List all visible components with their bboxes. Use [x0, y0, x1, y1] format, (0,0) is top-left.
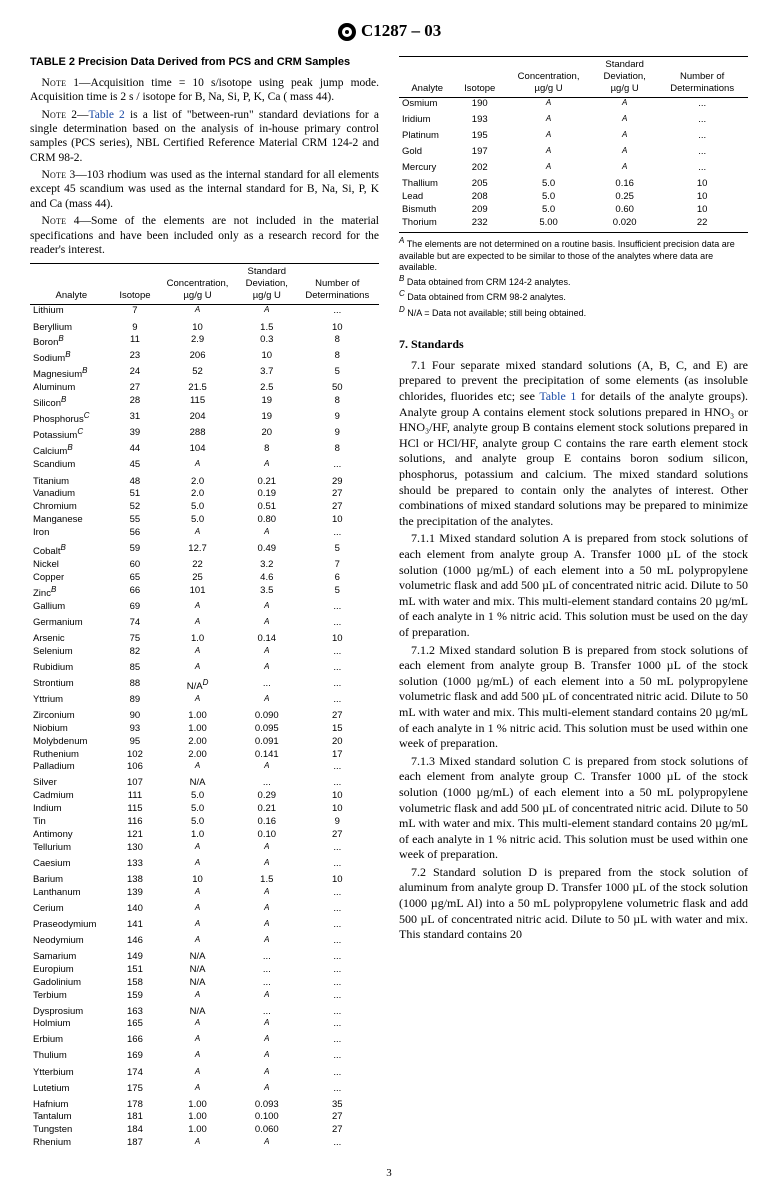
table-row: Thulium169AA... — [30, 1050, 379, 1066]
para-7-1-3: 7.1.3 Mixed standard solution C is prepa… — [399, 754, 748, 863]
table-1-link[interactable]: Table 1 — [539, 389, 576, 403]
table-row: SiliconB28115198 — [30, 395, 379, 411]
precision-table-right: Analyte Isotope Concentration,µg/g U Sta… — [399, 56, 748, 229]
table-row: Europium151N/A...... — [30, 963, 379, 976]
table-row: Ruthenium1022.000.14117 — [30, 748, 379, 761]
table-row: Platinum195AA... — [399, 130, 748, 146]
table-row: Barium138101.510 — [30, 873, 379, 886]
table-row: Gadolinium158N/A...... — [30, 976, 379, 989]
table-2-link[interactable]: Table 2 — [89, 109, 125, 121]
table-row: BoronB112.90.38 — [30, 334, 379, 350]
table-row: Ytterbium174AA... — [30, 1066, 379, 1082]
table-row: Aluminum2721.52.550 — [30, 382, 379, 395]
table-row: Yttrium89AA... — [30, 693, 379, 709]
note-2: Note 2—Table 2 is a list of "between-run… — [30, 108, 379, 166]
designation-text: C1287 – 03 — [361, 21, 441, 40]
page-header: C1287 – 03 — [30, 20, 748, 42]
table-row: Zirconium901.000.09027 — [30, 709, 379, 722]
table-row: Cerium140AA... — [30, 902, 379, 918]
table-row: Bismuth2095.00.6010 — [399, 204, 748, 217]
right-column: Analyte Isotope Concentration,µg/g U Sta… — [399, 50, 748, 1153]
table-row: Tellurium130AA... — [30, 841, 379, 857]
table-row: Lead2085.00.2510 — [399, 191, 748, 204]
para-7-1-1: 7.1.1 Mixed standard solution A is prepa… — [399, 531, 748, 640]
table-row: PotassiumC39288209 — [30, 427, 379, 443]
table-row: Titanium482.00.2129 — [30, 475, 379, 488]
table-row: Silver107N/A...... — [30, 777, 379, 790]
table-row: Manganese555.00.8010 — [30, 514, 379, 527]
table-row: Beryllium9101.510 — [30, 321, 379, 334]
note-3: Note 3—103 rhodium was used as the inter… — [30, 168, 379, 211]
table-row: Scandium45AA... — [30, 459, 379, 475]
table-row: Cadmium1115.00.2910 — [30, 790, 379, 803]
table-row: Samarium149N/A...... — [30, 950, 379, 963]
table-row: Dysprosium163N/A...... — [30, 1005, 379, 1018]
table-row: Lithium7AA... — [30, 304, 379, 321]
table-row: Iron56AA... — [30, 527, 379, 543]
table-row: Rhenium187AA... — [30, 1137, 379, 1153]
table-row: CalciumB4410488 — [30, 443, 379, 459]
table-row: Rubidium85AA... — [30, 661, 379, 677]
table-row: Tungsten1841.000.06027 — [30, 1124, 379, 1137]
table-row: Molybdenum952.000.09120 — [30, 735, 379, 748]
section-7-heading: 7. Standards — [399, 337, 748, 352]
table-row: Copper65254.66 — [30, 571, 379, 584]
table-row: Arsenic751.00.1410 — [30, 632, 379, 645]
astm-logo-icon — [337, 22, 357, 42]
table-row: Chromium525.00.5127 — [30, 501, 379, 514]
table-row: Selenium82AA... — [30, 645, 379, 661]
note-4: Note 4—Some of the elements are not incl… — [30, 214, 379, 257]
table-row: Neodymium146AA... — [30, 934, 379, 950]
table-row: Tantalum1811.000.10027 — [30, 1111, 379, 1124]
table-row: CobaltB5912.70.495 — [30, 543, 379, 559]
table-row: Gallium69AA... — [30, 600, 379, 616]
table-row: Osmium190AA... — [399, 97, 748, 114]
table-row: SodiumB23206108 — [30, 350, 379, 366]
table-row: Erbium166AA... — [30, 1034, 379, 1050]
table-row: Nickel60223.27 — [30, 559, 379, 572]
para-7-2: 7.2 Standard solution D is prepared from… — [399, 865, 748, 943]
table-row: Strontium88N/AD...... — [30, 677, 379, 693]
page-number: 3 — [30, 1167, 748, 1181]
table-row: Tin1165.00.169 — [30, 816, 379, 829]
table-row: Mercury202AA... — [399, 162, 748, 178]
table-row: Praseodymium141AA... — [30, 918, 379, 934]
table-row: MagnesiumB24523.75 — [30, 366, 379, 382]
table-row: Niobium931.000.09515 — [30, 722, 379, 735]
table-row: Germanium74AA... — [30, 616, 379, 632]
note-1: Note 1—Acquisition time = 10 s/isotope u… — [30, 76, 379, 105]
table-row: Lanthanum139AA... — [30, 886, 379, 902]
table-row: Palladium106AA... — [30, 761, 379, 777]
table-row: Hafnium1781.000.09335 — [30, 1098, 379, 1111]
left-column: TABLE 2 Precision Data Derived from PCS … — [30, 50, 379, 1153]
table-row: Indium1155.00.2110 — [30, 803, 379, 816]
table-row: Caesium133AA... — [30, 857, 379, 873]
table-row: PhosphorusC31204199 — [30, 411, 379, 427]
table-row: Lutetium175AA... — [30, 1082, 379, 1098]
table-row: Thorium2325.000.02022 — [399, 217, 748, 230]
table-row: Vanadium512.00.1927 — [30, 488, 379, 501]
para-7-1-2: 7.1.2 Mixed standard solution B is prepa… — [399, 643, 748, 752]
table-row: ZincB661013.55 — [30, 584, 379, 600]
table-row: Thallium2055.00.1610 — [399, 178, 748, 191]
table-footnotes: A The elements are not determined on a r… — [399, 232, 748, 319]
table-row: Iridium193AA... — [399, 114, 748, 130]
two-column-layout: TABLE 2 Precision Data Derived from PCS … — [30, 50, 748, 1153]
table-row: Antimony1211.00.1027 — [30, 828, 379, 841]
table-row: Holmium165AA... — [30, 1018, 379, 1034]
table-2-title: TABLE 2 Precision Data Derived from PCS … — [30, 56, 379, 70]
table-row: Gold197AA... — [399, 146, 748, 162]
precision-table-left: Analyte Isotope Concentration,µg/g U Sta… — [30, 263, 379, 1152]
table-row: Terbium159AA... — [30, 989, 379, 1005]
para-7-1: 7.1 Four separate mixed standard solutio… — [399, 358, 748, 530]
